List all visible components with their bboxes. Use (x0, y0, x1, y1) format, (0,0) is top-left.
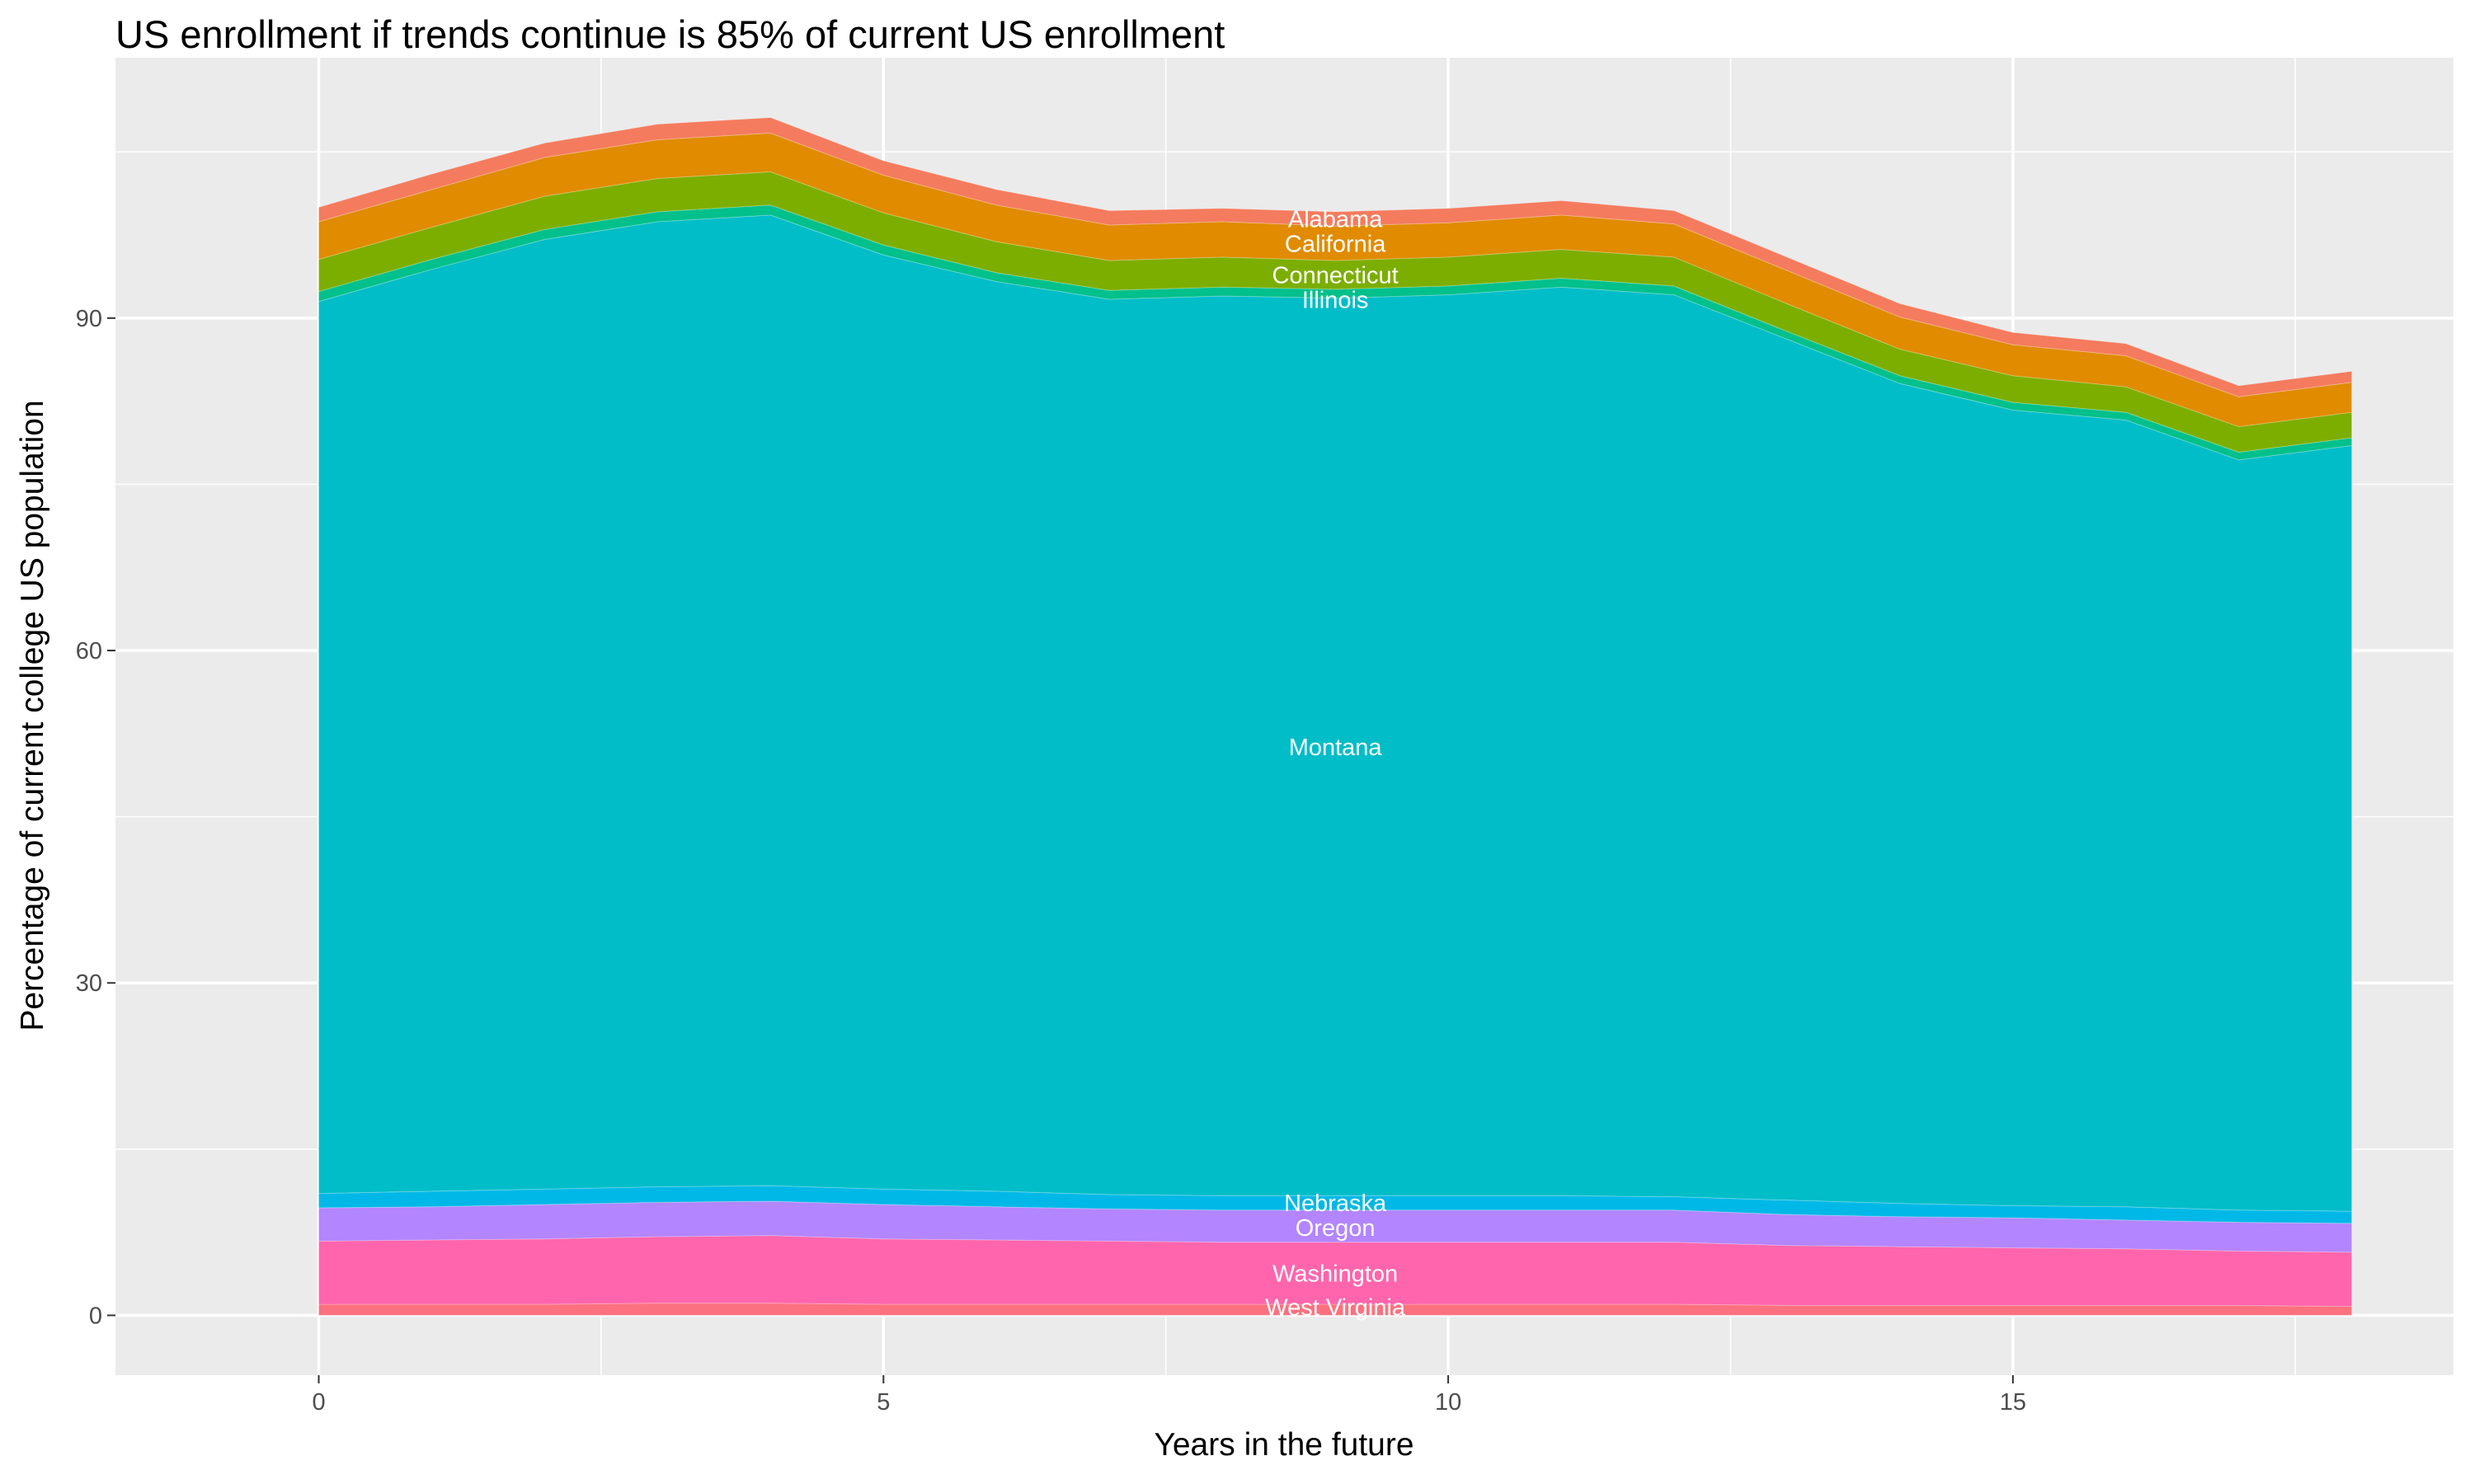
y-axis-ticks: 0 30 60 90 (76, 306, 115, 1329)
area-label: Nebraska (1284, 1190, 1387, 1217)
area-label: Washington (1272, 1261, 1398, 1287)
area-label: Oregon (1296, 1215, 1376, 1242)
area-label: California (1285, 232, 1386, 258)
area-nebraska (318, 1185, 2353, 1224)
area-label: Montana (1289, 735, 1383, 761)
area-layers (318, 117, 2353, 1316)
x-axis-title: Years in the future (1154, 1427, 1413, 1463)
y-tick-label: 30 (76, 970, 102, 997)
chart-title: US enrollment if trends continue is 85% … (115, 12, 1225, 56)
y-tick-label: 90 (76, 306, 102, 332)
x-tick-label: 10 (1435, 1389, 1461, 1416)
x-tick-label: 15 (2000, 1389, 2026, 1416)
y-tick-label: 0 (89, 1303, 102, 1329)
y-axis-title: Percentage of current college US populat… (15, 400, 50, 1031)
x-axis-ticks: 0 5 10 15 (312, 1375, 2026, 1416)
y-tick-label: 60 (76, 638, 102, 665)
x-tick-label: 0 (312, 1389, 325, 1416)
x-tick-label: 5 (877, 1389, 890, 1416)
area-label: Alabama (1288, 207, 1383, 233)
area-label: West Virginia (1265, 1294, 1406, 1321)
area-alabama (318, 117, 2353, 397)
area-connecticut (318, 171, 2353, 453)
area-label: Illinois (1302, 287, 1369, 313)
area-label: Connecticut (1272, 262, 1399, 289)
